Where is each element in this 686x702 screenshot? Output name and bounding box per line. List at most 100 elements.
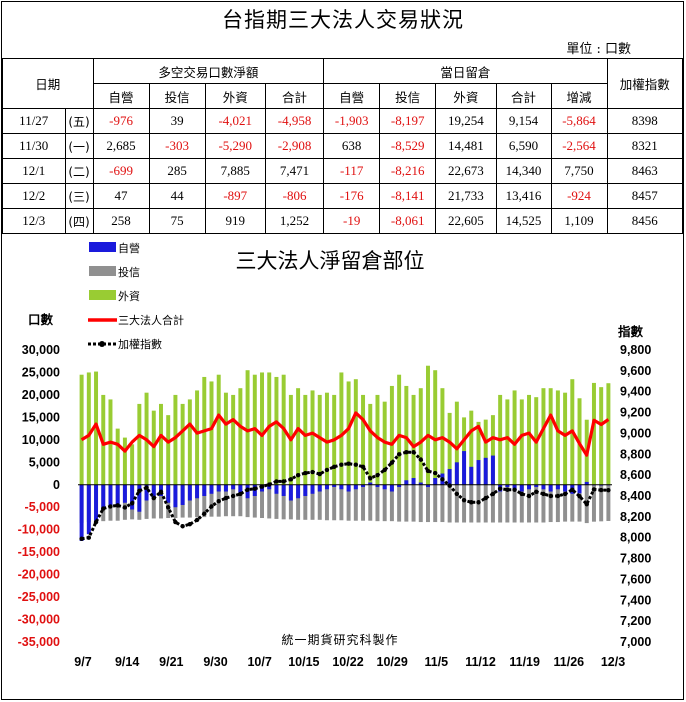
table-row: 11/27 (五) -976 39 -4,021 -4,958 -1,903 -8,197 19… <box>2 108 684 134</box>
y-tick-label: 30,000 <box>22 343 60 357</box>
table-cell: 14,340 <box>495 158 552 184</box>
table-cell: -2,908 <box>264 133 325 159</box>
bar-dealer <box>151 484 156 499</box>
index-point <box>433 470 438 476</box>
bar-trust <box>577 484 582 522</box>
bar-foreign <box>137 403 142 485</box>
open-interest-header: 當日留倉 <box>323 58 608 84</box>
index-point <box>483 495 488 501</box>
table-cell: 6,590 <box>495 133 552 159</box>
bar-dealer <box>353 484 358 490</box>
table-cell: 9,154 <box>495 108 552 134</box>
bar-dealer <box>548 484 553 492</box>
bar-foreign <box>238 388 243 485</box>
bar-dealer <box>418 482 423 485</box>
bar-foreign <box>476 421 481 485</box>
bar-trust <box>389 484 394 522</box>
table-cell: 258 <box>92 208 150 234</box>
y2-tick-label: 7,600 <box>620 572 651 586</box>
y2-tick-label: 9,000 <box>620 426 651 440</box>
table-cell: 21,733 <box>435 183 497 209</box>
index-point <box>79 536 84 541</box>
table-cell: (四) <box>64 208 94 234</box>
index-point <box>129 501 135 506</box>
table-cell: 2,685 <box>92 133 150 159</box>
index-point <box>404 450 409 455</box>
table-cell: 22,673 <box>435 158 497 184</box>
y-tick-label: -5,000 <box>25 500 60 514</box>
sub-header: 自營 <box>92 83 150 109</box>
x-tick-label: 10/7 <box>247 655 271 669</box>
table-cell: 44 <box>148 183 206 209</box>
bar-trust <box>317 484 322 520</box>
bar-foreign <box>130 444 135 485</box>
table-cell: -1,903 <box>323 108 381 134</box>
line-index <box>81 450 609 541</box>
bar-trust <box>454 484 459 523</box>
table-cell: (五) <box>64 108 94 134</box>
bar-dealer <box>274 484 279 494</box>
index-point <box>584 502 589 507</box>
index-point <box>519 491 524 497</box>
bar-trust <box>426 484 430 523</box>
table-row: 12/3 (四) 258 75 919 1,252 -19 -8,061 22,605 14,52… <box>2 208 684 234</box>
chart-title: 三大法人淨留倉部位 <box>236 249 425 273</box>
bar-dealer <box>288 484 293 501</box>
bar-trust <box>411 484 416 522</box>
bar-foreign <box>548 388 553 485</box>
bar-foreign <box>591 382 596 485</box>
bar-dealer <box>505 484 510 488</box>
y-tick-label: -30,000 <box>18 613 60 627</box>
x-tick-label: 9/14 <box>115 655 139 669</box>
y2-tick-label: 8,200 <box>620 510 651 524</box>
x-tick-label: 9/30 <box>203 655 227 669</box>
bar-foreign <box>180 403 185 485</box>
bar-foreign <box>209 381 214 485</box>
bar-foreign <box>79 374 84 485</box>
bar-dealer <box>115 484 120 505</box>
legend-swatch <box>89 290 116 300</box>
x-tick-label: 11/19 <box>509 655 540 669</box>
table-cell: 285 <box>148 158 206 184</box>
y-tick-label: 5,000 <box>29 455 60 469</box>
table-cell: -4,021 <box>204 108 266 134</box>
bar-trust <box>447 484 452 523</box>
index-point <box>360 464 366 469</box>
bar-dealer <box>332 484 337 488</box>
bar-foreign <box>303 394 308 485</box>
table-row: 11/30 (一) 2,685 -303 -5,290 -2,908 638 -8,529 14… <box>2 133 684 159</box>
bar-trust <box>404 484 409 522</box>
x-tick-label: 11/12 <box>465 655 496 669</box>
legend-swatch <box>89 242 116 252</box>
table-cell: 14,525 <box>495 208 552 234</box>
index-point <box>245 487 250 492</box>
table-cell: 919 <box>204 208 266 234</box>
sub-header: 投信 <box>379 83 437 109</box>
bar-foreign <box>404 385 409 485</box>
index-point <box>425 468 431 474</box>
y2-tick-label: 8,800 <box>620 447 651 461</box>
index-point <box>331 464 337 469</box>
bar-dealer <box>79 484 84 541</box>
unit-label: 單位 : 口數 <box>566 42 631 57</box>
bar-dealer <box>584 481 589 485</box>
bar-foreign <box>541 388 546 485</box>
index-point <box>512 487 517 492</box>
table-cell: -8,141 <box>379 183 437 209</box>
bar-dealer <box>361 484 366 488</box>
table-cell: 638 <box>323 133 381 159</box>
bar-foreign <box>361 394 366 485</box>
index-point <box>598 487 604 493</box>
table-cell: 8457 <box>606 183 684 209</box>
bar-foreign <box>86 372 91 485</box>
y-tick-label: 25,000 <box>22 365 60 379</box>
table-cell: -2,564 <box>550 133 608 159</box>
y2-tick-label: 9,600 <box>620 364 651 378</box>
bar-dealer <box>447 469 452 485</box>
bar-dealer <box>303 484 308 496</box>
x-tick-label: 10/22 <box>332 655 363 669</box>
table-cell: -8,197 <box>379 108 437 134</box>
table-cell: 47 <box>92 183 150 209</box>
bar-dealer <box>144 484 149 501</box>
sub-header: 增減 <box>550 83 608 109</box>
